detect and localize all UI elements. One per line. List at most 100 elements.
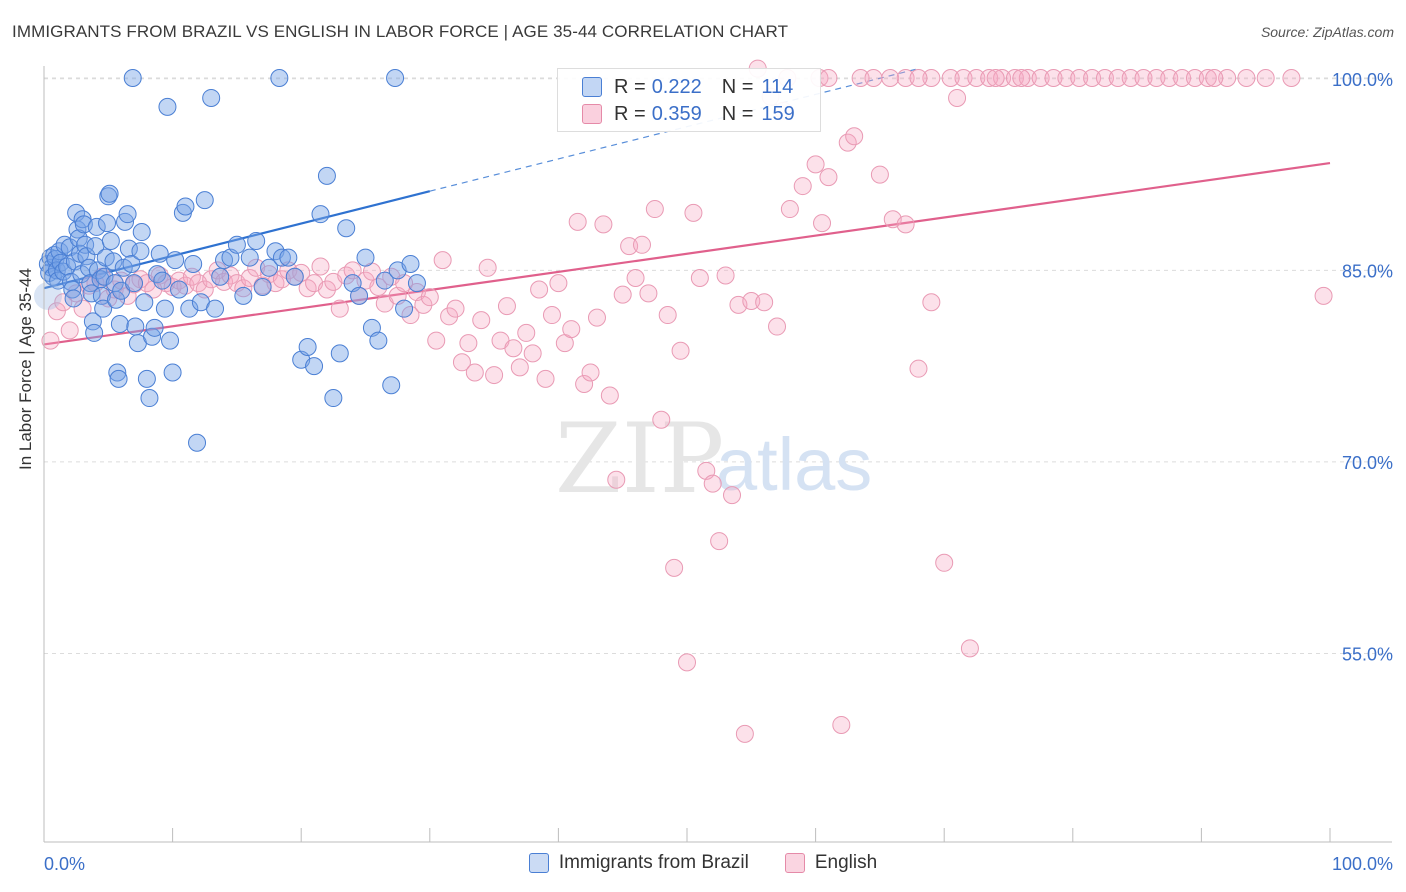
english-point: [671, 341, 690, 360]
x-tick-label: 0.0%: [44, 854, 85, 874]
english-point: [658, 306, 677, 325]
english-point: [870, 165, 889, 184]
brazil-point: [150, 244, 169, 263]
english-point: [73, 299, 92, 318]
english-point: [517, 323, 536, 342]
english-point: [780, 200, 799, 219]
english-point: [1005, 69, 1024, 87]
brazil-point: [63, 280, 82, 299]
english-point: [922, 293, 941, 312]
brazil-point: [163, 363, 182, 382]
english-point: [881, 69, 900, 87]
english-point: [311, 257, 330, 276]
series-legend-brazil[interactable]: Immigrants from Brazil: [528, 852, 749, 874]
english-point: [1205, 69, 1224, 87]
brazil-point: [330, 344, 349, 363]
english-point: [497, 297, 516, 316]
brazil-point: [87, 217, 106, 236]
english-point: [530, 280, 549, 299]
brazil-point: [356, 248, 375, 267]
brazil-point: [305, 357, 324, 376]
brazil-point: [166, 251, 185, 270]
english-point: [1237, 69, 1256, 87]
watermark-zip: ZIP: [555, 403, 724, 515]
brazil-point: [401, 254, 420, 273]
english-point: [703, 474, 722, 493]
english-point: [806, 155, 825, 174]
english-point: [562, 320, 581, 339]
english-point: [549, 274, 568, 293]
x-tick-label: 100.0%: [1332, 854, 1393, 874]
brazil-point: [107, 290, 126, 309]
series-legend-english[interactable]: English: [784, 852, 878, 874]
english-point: [510, 358, 529, 377]
english-point: [639, 284, 658, 303]
english-point: [1044, 69, 1063, 87]
series-legend-label: English: [814, 852, 878, 873]
english-point: [967, 69, 986, 87]
brazil-point: [94, 299, 113, 318]
english-point: [440, 307, 459, 326]
english-point: [1314, 286, 1333, 305]
english-point: [536, 369, 555, 388]
legend-r-label: R =: [614, 75, 646, 98]
legend-row-english: R = 0.359 N = 159: [582, 101, 795, 127]
english-point: [716, 266, 735, 285]
english-point: [1185, 69, 1204, 87]
brazil-point: [176, 197, 195, 216]
english-point: [1057, 69, 1076, 87]
brazil-point: [125, 274, 144, 293]
brazil-point: [83, 312, 102, 331]
brazil-point: [49, 271, 68, 290]
brazil-point: [369, 331, 388, 350]
english-point: [600, 386, 619, 405]
english-point: [813, 214, 832, 233]
brazil-point: [188, 433, 207, 452]
brazil-point: [95, 267, 114, 286]
english-point: [60, 321, 79, 340]
english-point: [948, 88, 967, 107]
english-point: [472, 311, 491, 330]
english-point: [941, 69, 960, 87]
brazil-point: [407, 274, 426, 293]
english-point: [1095, 69, 1114, 87]
english-point: [478, 258, 497, 277]
english-point: [896, 69, 915, 87]
english-point: [980, 69, 999, 87]
brazil-point: [260, 258, 279, 277]
english-point: [523, 344, 542, 363]
english-point: [665, 558, 684, 577]
english-point: [845, 127, 864, 146]
english-point: [819, 69, 838, 87]
legend-n-value: 114: [761, 75, 794, 98]
source-label: Source: ZipAtlas.com: [1260, 24, 1394, 40]
english-point: [896, 215, 915, 234]
english-point: [632, 235, 651, 254]
english-point: [414, 295, 433, 314]
chart-title: IMMIGRANTS FROM BRAZIL VS ENGLISH IN LAB…: [12, 22, 789, 41]
y-tick-label: 55.0%: [1342, 644, 1393, 664]
english-point: [1121, 69, 1140, 87]
brazil-point: [110, 314, 129, 333]
brazil-point: [240, 248, 259, 267]
brazil-point: [69, 229, 88, 248]
legend-n-label: N =: [721, 102, 754, 125]
english-point: [909, 359, 928, 378]
english-point: [735, 724, 754, 743]
english-point: [645, 200, 664, 219]
english-point: [684, 203, 703, 222]
brazil-point: [118, 205, 137, 224]
brazil-point: [270, 69, 289, 87]
brazil-point: [298, 337, 317, 356]
english-point: [504, 339, 523, 358]
brazil-point: [132, 223, 151, 242]
brazil-point: [104, 252, 123, 271]
english-point: [755, 293, 774, 312]
english-point: [1173, 69, 1192, 87]
legend-swatch-brazil: [582, 77, 602, 97]
english-point: [234, 279, 253, 298]
brazil-trend-line: [43, 190, 431, 290]
brazil-point: [227, 235, 246, 254]
brazil-point: [155, 299, 174, 318]
